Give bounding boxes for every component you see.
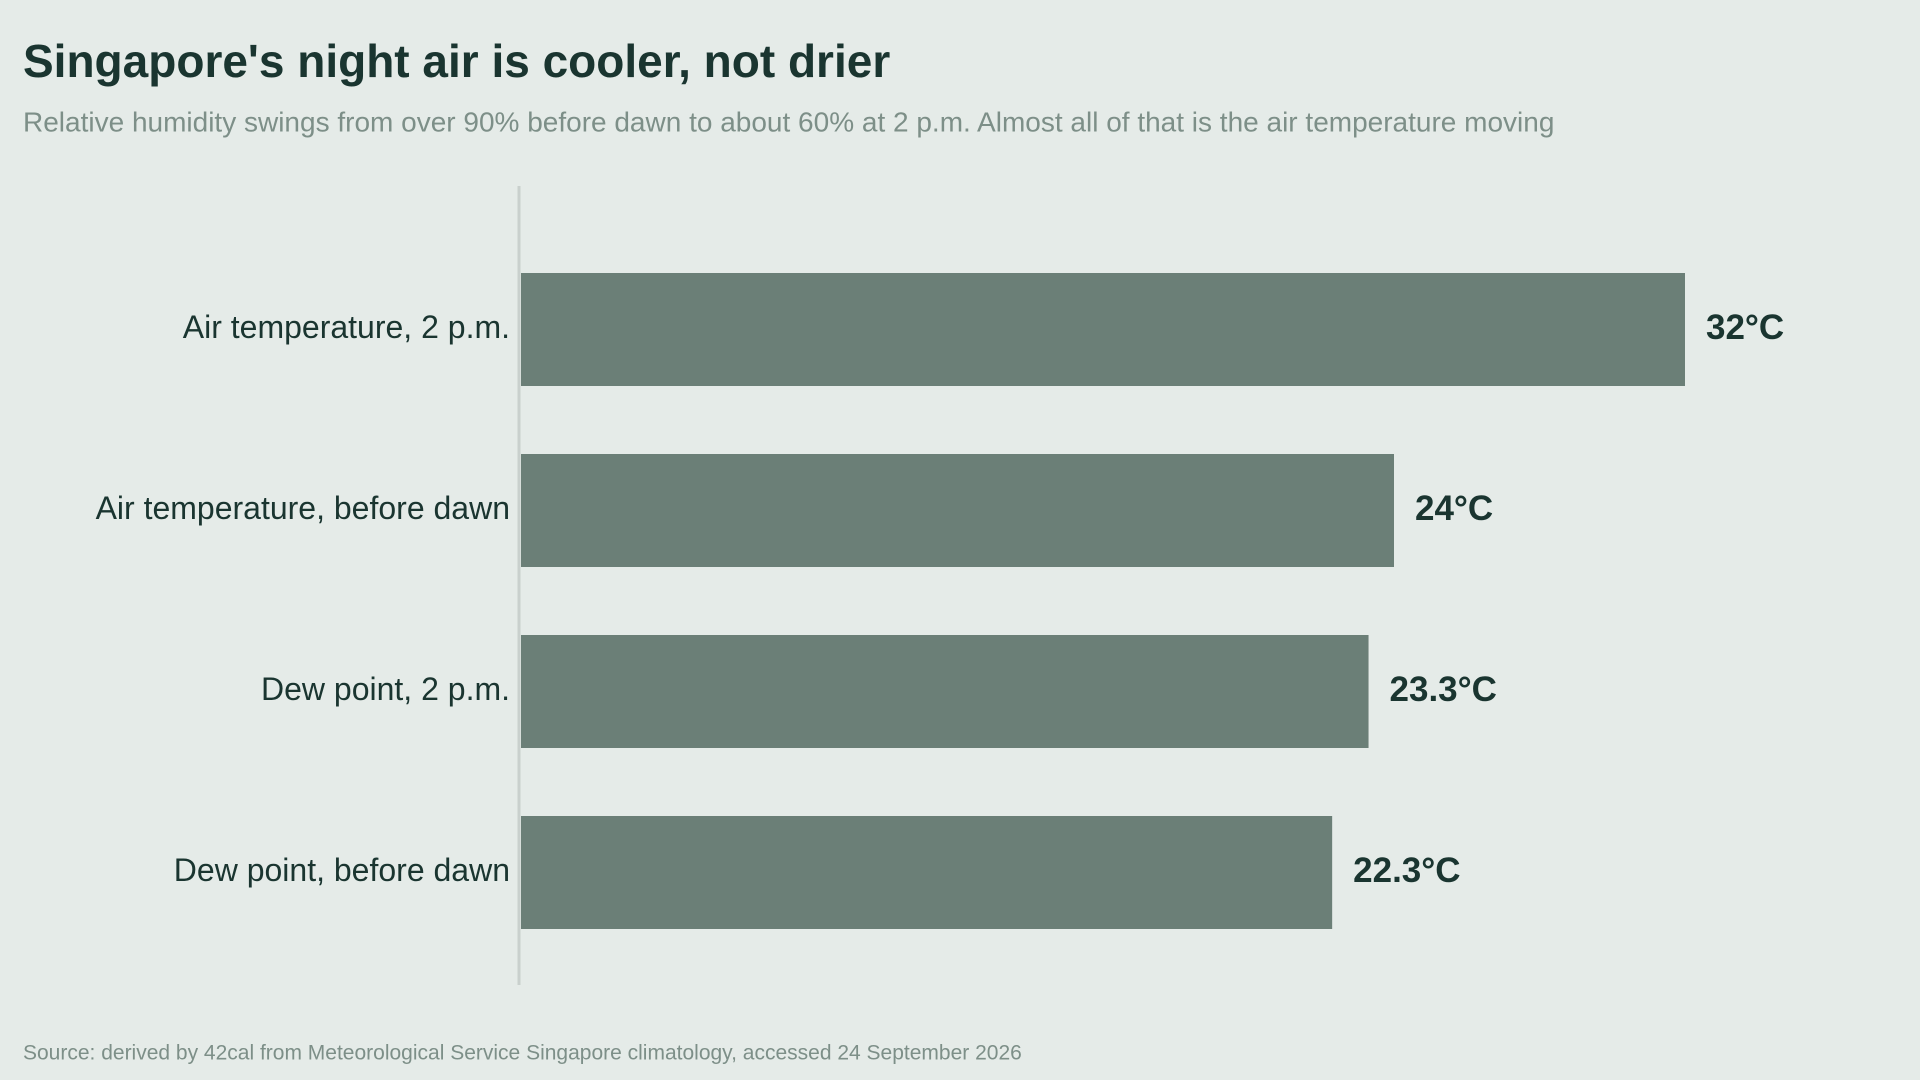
value-label: 22.3°C (1353, 851, 1460, 890)
category-label: Dew point, 2 p.m. (261, 671, 510, 707)
category-label: Dew point, before dawn (174, 852, 510, 888)
source-note: Source: derived by 42cal from Meteorolog… (23, 1042, 1022, 1065)
chart-title: Singapore's night air is cooler, not dri… (23, 35, 890, 87)
bar (521, 816, 1333, 929)
category-label: Air temperature, 2 p.m. (183, 309, 510, 345)
chart-subtitle: Relative humidity swings from over 90% b… (23, 106, 1554, 137)
bar (521, 454, 1394, 567)
bar (521, 635, 1369, 748)
value-label: 24°C (1415, 489, 1493, 528)
category-label: Air temperature, before dawn (96, 490, 510, 526)
value-label: 23.3°C (1390, 670, 1497, 709)
value-label: 32°C (1706, 308, 1784, 347)
bar (521, 273, 1685, 386)
